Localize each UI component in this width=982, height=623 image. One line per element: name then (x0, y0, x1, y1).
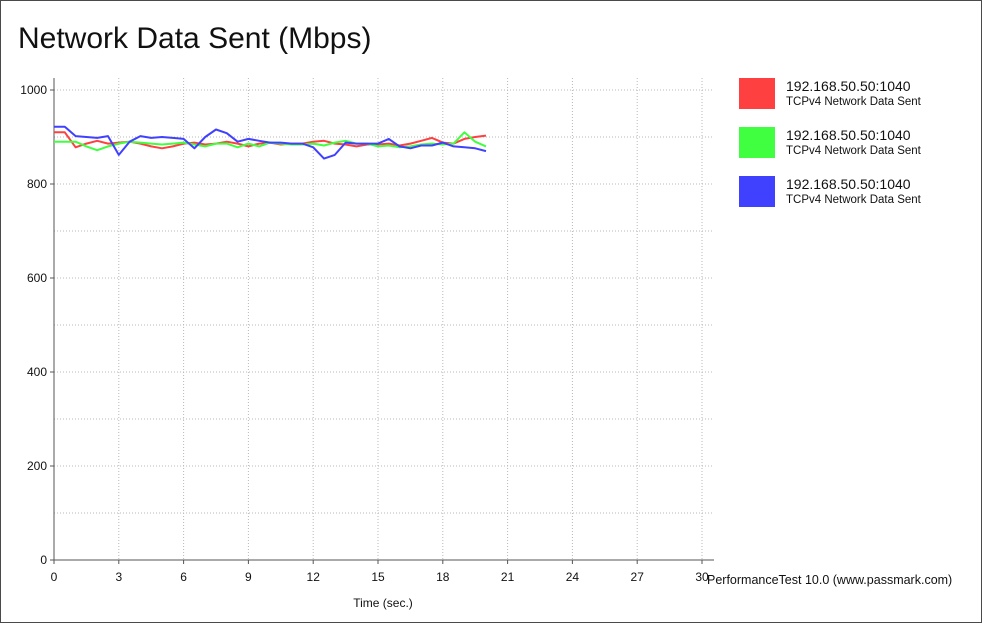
legend-item: 192.168.50.50:1040 TCPv4 Network Data Se… (739, 127, 975, 176)
series-line-3 (54, 125, 487, 160)
axes (50, 78, 714, 564)
legend-swatch (739, 78, 775, 109)
x-tick-label: 0 (51, 570, 58, 584)
x-tick-label: 24 (566, 570, 580, 584)
y-tick-label: 600 (27, 271, 47, 285)
legend-description: TCPv4 Network Data Sent (786, 96, 921, 108)
x-tick-label: 6 (180, 570, 187, 584)
legend-description: TCPv4 Network Data Sent (786, 145, 921, 157)
x-tick-label: 21 (501, 570, 515, 584)
x-tick-label: 15 (371, 570, 385, 584)
grid-lines (54, 78, 714, 560)
legend-label: 192.168.50.50:1040 (786, 127, 911, 143)
x-tick-label: 3 (115, 570, 122, 584)
watermark: PerformanceTest 10.0 (www.passmark.com) (707, 573, 953, 587)
x-tick-label: 27 (631, 570, 645, 584)
legend-item: 192.168.50.50:1040 TCPv4 Network Data Se… (739, 78, 975, 127)
legend-label: 192.168.50.50:1040 (786, 176, 911, 192)
y-tick-label: 0 (40, 553, 47, 567)
y-tick-label: 400 (27, 365, 47, 379)
chart-title: Network Data Sent (Mbps) (18, 22, 372, 55)
tick-labels: 0 200 400 600 800 1000 0 3 6 9 12 15 18 21 24 27 30 (20, 83, 709, 584)
x-tick-label: 30 (695, 570, 709, 584)
series-lines (54, 125, 487, 160)
x-axis-label: Time (sec.) (353, 596, 413, 610)
legend: 192.168.50.50:1040 TCPv4 Network Data Se… (739, 78, 975, 225)
legend-swatch (739, 127, 775, 158)
legend-description: TCPv4 Network Data Sent (786, 194, 921, 206)
y-tick-label: 200 (27, 459, 47, 473)
x-tick-label: 9 (245, 570, 252, 584)
legend-swatch (739, 176, 775, 207)
y-tick-label: 800 (27, 177, 47, 191)
legend-label: 192.168.50.50:1040 (786, 78, 911, 94)
legend-item: 192.168.50.50:1040 TCPv4 Network Data Se… (739, 176, 975, 225)
y-tick-label: 1000 (20, 83, 47, 97)
x-tick-label: 12 (307, 570, 321, 584)
x-tick-label: 18 (436, 570, 450, 584)
